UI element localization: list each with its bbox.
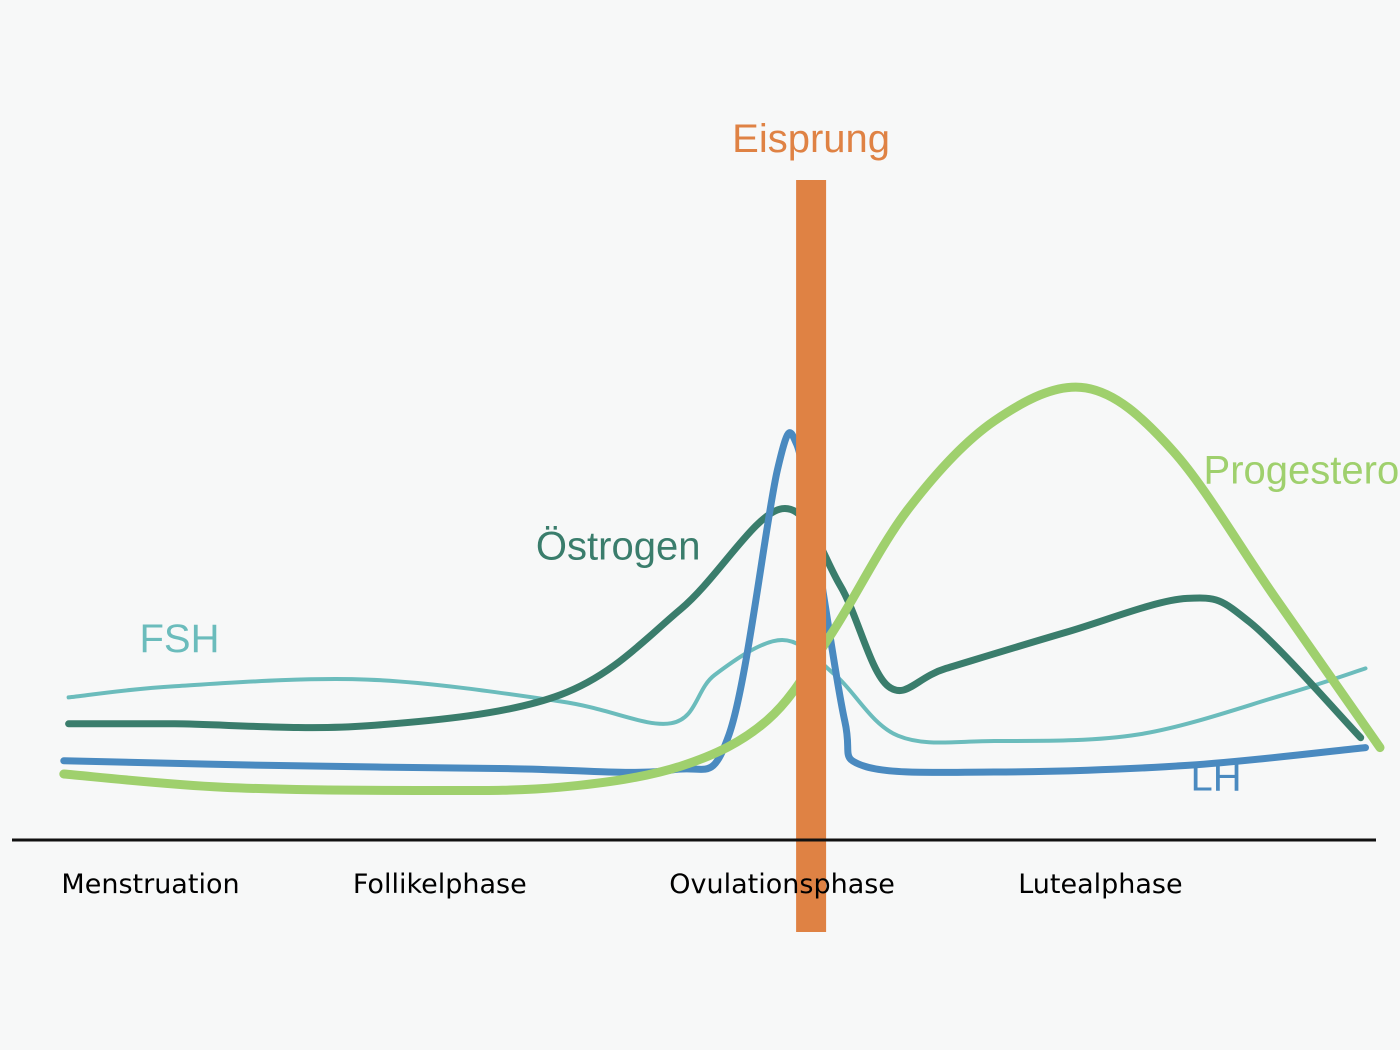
series-label-fsh: FSH [140,617,220,661]
series-line-progesteron [59,382,1385,796]
series-line-oestrogen [65,505,1365,742]
ovulation-marker-bar [796,180,827,932]
series-label-lh: LH [1191,756,1242,800]
phase-label-lutealphase: Lutealphase [1018,869,1182,900]
series-line-lh [60,429,1369,776]
event-layer: Eisprung [732,117,890,932]
series-label-oestrogen: Östrogen [536,525,701,569]
phase-label-ovulationsphase: Ovulationsphase [669,869,895,900]
phase-label-follikelphase: Follikelphase [353,869,527,900]
axis-layer: Menstruation Follikelphase Ovulationsphase… [12,838,1376,900]
phase-label-menstruation: Menstruation [61,869,239,900]
ovulation-marker-label: Eisprung [732,117,890,161]
series-label-progesteron: Progesteron [1204,449,1400,493]
label-layer: FSH Östrogen LH Progesteron [140,449,1400,800]
series-layer [59,382,1385,796]
series-line-fsh [66,638,1368,745]
